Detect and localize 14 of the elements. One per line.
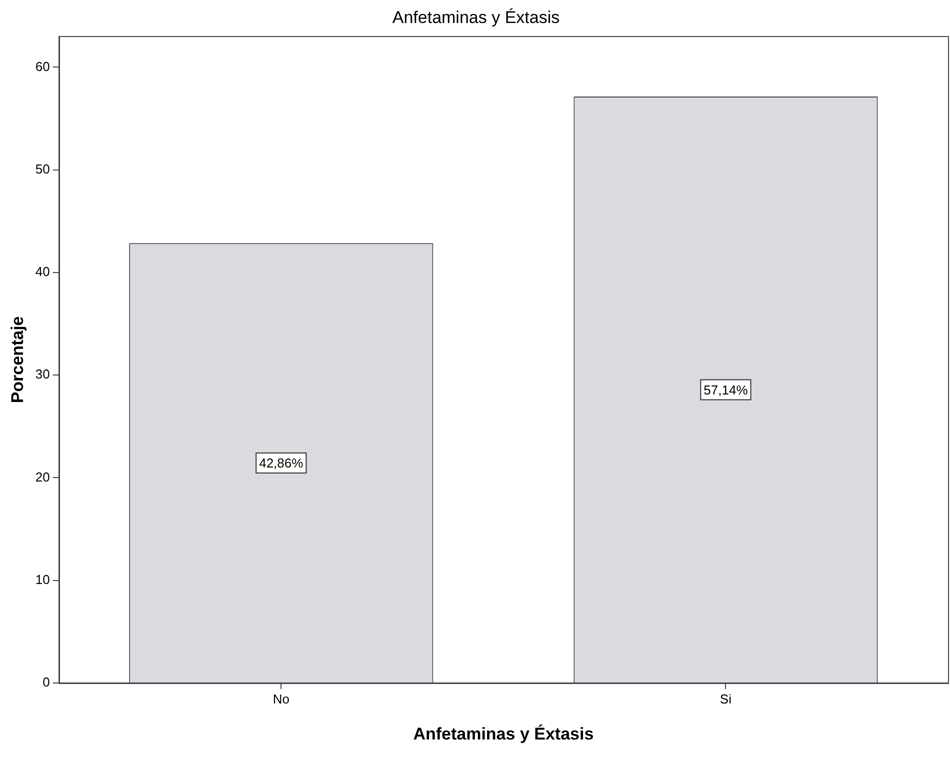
y-tick-label: 10 (35, 572, 50, 587)
y-tick-label: 60 (35, 58, 50, 74)
data-label: 57,14% (704, 382, 748, 398)
y-tick-label: 40 (35, 264, 50, 280)
y-tick-label: 50 (35, 161, 50, 176)
x-tick-label: Si (720, 691, 732, 706)
y-axis-title: Porcentaje (8, 316, 27, 404)
y-tick-label: 20 (35, 469, 50, 484)
chart-title: Anfetaminas y Éxtasis (392, 8, 560, 27)
y-tick-label: 0 (42, 674, 50, 690)
y-tick-label: 30 (35, 366, 50, 382)
x-axis-title: Anfetaminas y Éxtasis (413, 723, 594, 744)
data-label: 42,86% (259, 456, 304, 471)
x-tick-label: No (272, 691, 290, 706)
